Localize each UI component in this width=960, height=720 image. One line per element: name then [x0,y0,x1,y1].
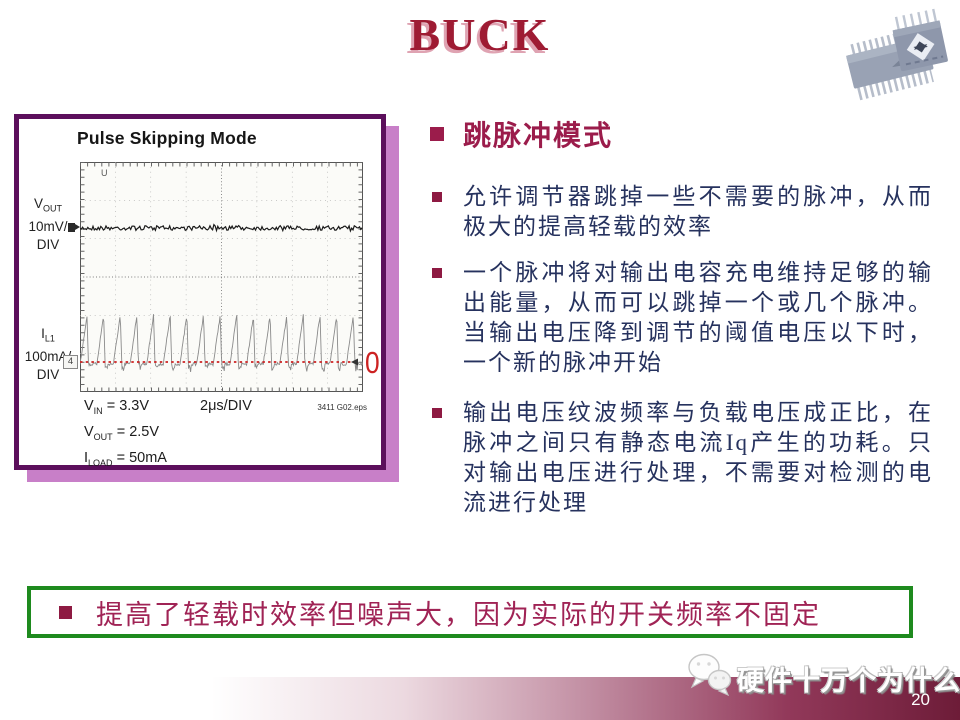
bullet-icon [432,268,442,278]
heading-bullet-icon [430,127,444,141]
bullet-icon [432,408,442,418]
zero-level-label: 0 [365,345,380,380]
channel1-marker-icon [68,223,80,232]
condition-vin: VIN = 3.3V [84,398,150,416]
heading-text: 跳脉冲模式 [463,121,614,152]
bullet-icon [432,192,442,202]
test-conditions: VIN = 3.3V 2μs/DIV 3411 G02.eps VOUT = 2… [84,398,367,476]
condition-vout: VOUT = 2.5V [84,424,160,442]
heading-row: 跳脉冲模式 [430,114,613,154]
trigger-marker: U [101,168,108,178]
page-title: BUCK [409,9,551,60]
timebase-label: 2μs/DIV [200,398,252,414]
scope-figure-frame: Pulse Skipping Mode VOUT 10mV/ DIV IL1 1… [14,114,386,470]
scope-plot: U [79,162,364,392]
page-number: 20 [911,690,930,709]
condition-iload: ILOAD = 50mA [84,450,167,468]
summary-banner: 提高了轻载时效率但噪声大，因为实际的开关频率不固定 [27,586,913,638]
list-item: 一个脉冲将对输出电容充电维持足够的输出能量，从而可以跳掉一个或几个脉冲。当输出电… [432,258,933,378]
source-reference: 3411 G02.eps [317,403,367,412]
list-item: 允许调节器跳掉一些不需要的脉冲，从而极大的提高轻载的效率 [432,182,933,242]
wechat-icon [685,649,735,699]
list-item-text: 输出电压纹波频率与负载电压成正比，在脉冲之间只有静态电流Iq产生的功耗。只对输出… [463,400,933,515]
ic-chip-image [836,4,956,106]
list-item: 输出电压纹波频率与负载电压成正比，在脉冲之间只有静态电流Iq产生的功耗。只对输出… [432,398,933,518]
banner-bullet-icon [59,605,72,619]
output-voltage-trace [79,223,363,233]
banner-text: 提高了轻载时效率但噪声大，因为实际的开关频率不固定 [96,599,821,630]
list-item-text: 一个脉冲将对输出电容充电维持足够的输出能量，从而可以跳掉一个或几个脉冲。当输出电… [463,260,933,375]
ic-chip-illustration [846,8,948,101]
inductor-current-trace [79,314,364,372]
channel4-marker-icon: 4 [63,355,78,369]
list-item-text: 允许调节器跳掉一些不需要的脉冲，从而极大的提高轻载的效率 [463,184,933,239]
footer-gradient-bar [0,677,960,720]
scope-figure-title: Pulse Skipping Mode [77,128,257,148]
watermark-text: 硬件十万个为什么 [737,666,960,696]
channel2-label: IL1 100mA/ DIV [24,326,72,382]
channel1-label: VOUT 10mV/ DIV [28,196,68,252]
